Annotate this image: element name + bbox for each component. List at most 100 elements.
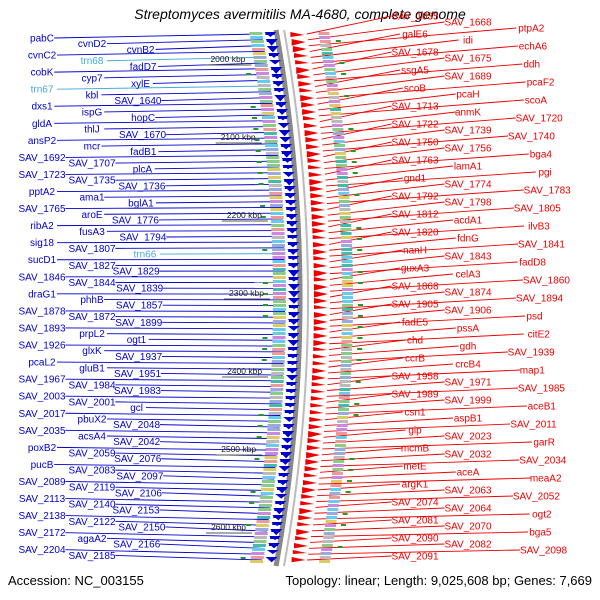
feature-block bbox=[271, 368, 285, 371]
connector-line-left bbox=[65, 532, 266, 538]
gene-label-right: celA3 bbox=[455, 270, 480, 281]
gene-label-right: SAV_1763 bbox=[391, 156, 439, 167]
tick-marker bbox=[349, 458, 355, 460]
gene-label-right: aceA bbox=[457, 468, 480, 479]
feature-block bbox=[272, 332, 286, 335]
connector-line-right bbox=[320, 459, 520, 467]
feature-block bbox=[269, 200, 283, 203]
feature-block bbox=[341, 296, 353, 299]
feature-block bbox=[328, 500, 340, 503]
connector-line-left bbox=[65, 412, 281, 416]
gene-label-left: glxK bbox=[82, 346, 102, 357]
connector-line-right bbox=[322, 135, 509, 152]
feature-block bbox=[329, 104, 341, 107]
connector-line-right bbox=[308, 27, 517, 47]
connector-line-right bbox=[329, 267, 401, 280]
tick-marker bbox=[354, 403, 360, 405]
feature-block bbox=[272, 292, 286, 295]
feature-block bbox=[261, 116, 275, 119]
feature-block bbox=[268, 176, 282, 179]
feature-block bbox=[341, 316, 353, 319]
feature-block bbox=[319, 36, 331, 39]
connector-line-left bbox=[65, 515, 269, 520]
gene-label-left: cvnD2 bbox=[78, 39, 107, 50]
forward-gene bbox=[265, 557, 278, 563]
forward-gene bbox=[273, 81, 283, 84]
reverse-gene bbox=[301, 494, 316, 499]
gene-label-right: SAV_1722 bbox=[391, 120, 439, 131]
connector-line-left bbox=[65, 429, 279, 434]
reverse-gene bbox=[313, 291, 328, 298]
gene-label-left: SAV_1765 bbox=[18, 204, 66, 215]
feature-block bbox=[326, 84, 338, 87]
feature-block bbox=[336, 168, 348, 171]
scale-label: 2400 kbp bbox=[227, 366, 262, 376]
feature-block bbox=[265, 152, 279, 155]
reverse-gene bbox=[295, 536, 310, 541]
gene-label-right: SAV_1906 bbox=[444, 306, 492, 317]
forward-gene bbox=[268, 53, 278, 56]
connector-line-right bbox=[329, 321, 401, 333]
connector-line-right bbox=[319, 465, 403, 473]
connector-line-left bbox=[101, 91, 271, 96]
gene-label-left: SAV_1857 bbox=[116, 301, 164, 312]
tick-marker bbox=[357, 337, 363, 339]
connector-line-left bbox=[115, 486, 273, 492]
gene-label-left: fadB1 bbox=[130, 147, 157, 158]
connector-line-left bbox=[106, 333, 285, 336]
feature-block bbox=[341, 300, 353, 303]
forward-gene bbox=[266, 550, 279, 555]
connector-line-right bbox=[326, 393, 392, 403]
gene-label-right: SAV_1894 bbox=[516, 294, 564, 305]
reverse-gene bbox=[309, 179, 324, 186]
reverse-gene bbox=[313, 347, 328, 352]
gene-label-left: bglA1 bbox=[128, 198, 154, 209]
feature-block bbox=[335, 156, 347, 159]
gene-label-left: dxs1 bbox=[31, 102, 53, 113]
gene-label-left: cyp7 bbox=[81, 73, 103, 84]
gene-label-right: SAV_1841 bbox=[518, 240, 566, 251]
reverse-gene bbox=[303, 473, 318, 478]
feature-block bbox=[265, 452, 279, 455]
tick-marker bbox=[357, 271, 363, 273]
gene-label-left: SAV_2083 bbox=[68, 466, 116, 477]
gene-label-left: SAV_2089 bbox=[18, 477, 66, 488]
connector-line-right bbox=[327, 195, 392, 210]
connector-line-right bbox=[309, 543, 445, 549]
gene-label-left: SAV_2003 bbox=[18, 392, 66, 403]
gene-label-left: ama1 bbox=[79, 193, 104, 204]
tick-marker bbox=[260, 205, 266, 207]
gene-label-right: SAV_2023 bbox=[444, 432, 492, 443]
gene-label-left: SAV_1844 bbox=[68, 278, 116, 289]
forward-gene bbox=[287, 291, 300, 298]
feature-block bbox=[272, 344, 286, 347]
connector-line-left bbox=[161, 492, 272, 497]
gene-label-left: trn68 bbox=[81, 56, 104, 67]
forward-gene bbox=[288, 312, 298, 315]
connector-line-right bbox=[316, 495, 513, 503]
gene-label-left: SAV_1735 bbox=[68, 176, 116, 187]
feature-block bbox=[338, 404, 350, 407]
gene-label-left: pcaL2 bbox=[28, 358, 56, 369]
forward-gene bbox=[266, 39, 276, 42]
feature-block bbox=[334, 448, 346, 451]
forward-gene bbox=[278, 473, 288, 476]
gene-label-right: SAV_1740 bbox=[508, 132, 556, 143]
reverse-gene bbox=[296, 529, 311, 536]
gene-label-left: sucD1 bbox=[28, 255, 57, 266]
connector-line-left bbox=[101, 143, 278, 147]
gene-label-left: gldA bbox=[32, 119, 52, 130]
connector-line-right bbox=[315, 69, 401, 88]
gene-label-left: gluB1 bbox=[79, 363, 105, 374]
gene-label-left: trn66 bbox=[134, 250, 157, 261]
gene-label-left: SAV_2138 bbox=[18, 511, 66, 522]
feature-block bbox=[264, 140, 278, 143]
reverse-gene bbox=[300, 501, 315, 506]
reverse-gene bbox=[313, 249, 328, 255]
forward-gene bbox=[287, 361, 297, 364]
tick-marker bbox=[352, 172, 358, 174]
tick-marker bbox=[250, 106, 256, 108]
feature-block bbox=[329, 108, 341, 111]
feature-block bbox=[270, 384, 284, 387]
connector-line-left bbox=[158, 149, 278, 153]
